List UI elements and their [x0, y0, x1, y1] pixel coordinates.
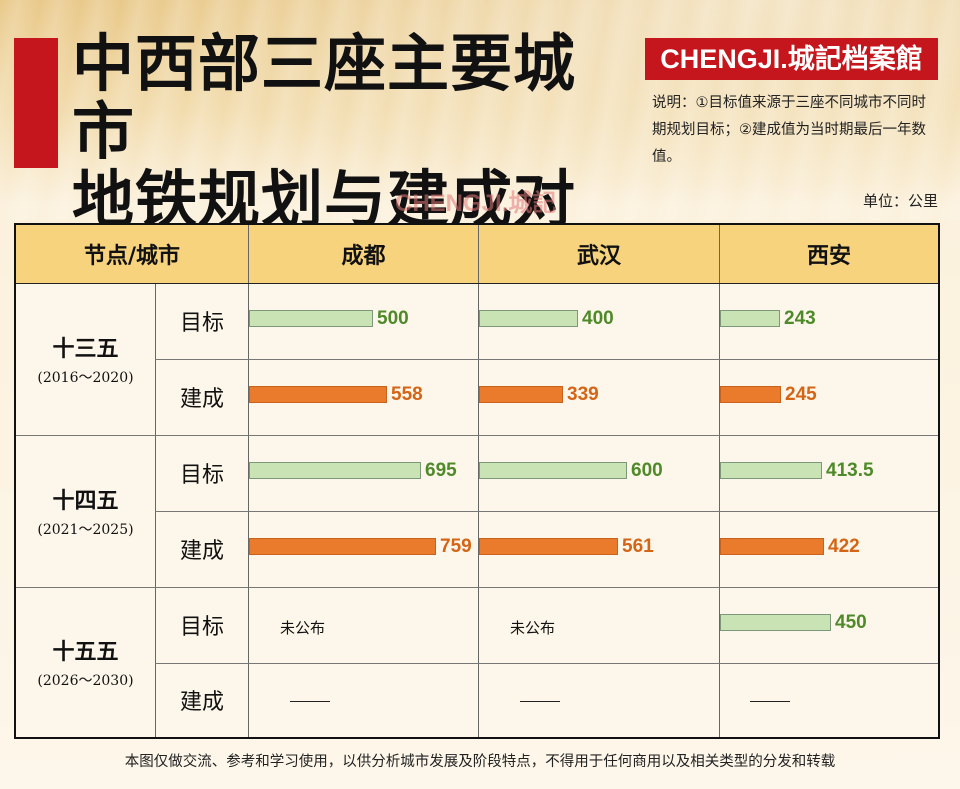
period-14th: 十四五 (2021～2025)	[16, 435, 155, 587]
built-bar	[249, 386, 387, 403]
built-value-label: 422	[828, 536, 860, 557]
built-bar	[479, 386, 563, 403]
target-bar	[720, 614, 831, 631]
title-line-1: 中西部三座主要城市	[72, 27, 577, 168]
period-name: 十四五	[52, 489, 119, 514]
period-name: 十五五	[52, 640, 119, 665]
target-value-label: 450	[835, 612, 867, 633]
target-value-label: 400	[582, 308, 614, 329]
row-label-built: 建成	[179, 690, 224, 715]
row-label-target: 目标	[179, 311, 224, 336]
grid-line	[155, 359, 938, 360]
row-label-built: 建成	[179, 387, 224, 412]
not-published-chengdu: 未公布	[280, 619, 326, 637]
built-bar	[720, 386, 781, 403]
target-bar	[720, 310, 780, 327]
period-13th: 十三五 (2016～2020)	[16, 283, 155, 435]
target-bar	[720, 462, 822, 479]
period-name: 十三五	[52, 337, 119, 362]
built-value-label: 759	[440, 536, 472, 557]
target-value-label: 500	[377, 308, 409, 329]
background-streaks	[0, 0, 960, 220]
comparison-table: 节点/城市 成都 武汉 西安 十三五 (2016～2020) 十四五 (2021…	[14, 223, 940, 739]
built-value-label: 339	[567, 384, 599, 405]
footer-disclaimer: 本图仅做交流、参考和学习使用，以供分析城市发展及阶段特点，不得用于任何商用以及相…	[124, 754, 836, 770]
target-bar	[249, 310, 373, 327]
grid-line	[16, 587, 938, 588]
dash-chengdu	[290, 701, 330, 702]
period-years: (2016～2020)	[37, 370, 134, 386]
city-header-chengdu: 成都	[249, 225, 478, 283]
period-15th: 十五五 (2026～2030)	[16, 587, 155, 737]
target-value-label: 413.5	[826, 460, 874, 481]
built-bar	[720, 538, 824, 555]
city-header-xian: 西安	[720, 225, 938, 283]
brand-logo: CHENGJI.城記档案館	[645, 38, 938, 80]
grid-line	[16, 283, 938, 284]
grid-line	[155, 283, 156, 737]
grid-line	[16, 435, 938, 436]
built-bar	[479, 538, 618, 555]
city-header-wuhan: 武汉	[479, 225, 719, 283]
unit-label: 单位：公里	[862, 192, 938, 210]
grid-line	[478, 225, 479, 737]
row-label-built: 建成	[179, 539, 224, 564]
row-label-target: 目标	[179, 615, 224, 640]
watermark: CHENGJI.城記	[395, 190, 557, 217]
target-value-label: 600	[631, 460, 663, 481]
target-bar	[479, 462, 627, 479]
target-value-label: 695	[425, 460, 457, 481]
title-accent-bar	[14, 38, 58, 168]
row-label-target: 目标	[179, 463, 224, 488]
period-years: (2026～2030)	[37, 673, 134, 689]
grid-line	[155, 511, 938, 512]
target-value-label: 243	[784, 308, 816, 329]
target-bar	[249, 462, 421, 479]
not-published-wuhan: 未公布	[510, 619, 556, 637]
built-value-label: 245	[785, 384, 817, 405]
dash-wuhan	[520, 701, 560, 702]
grid-line	[248, 225, 249, 737]
built-bar	[249, 538, 436, 555]
grid-line	[155, 663, 938, 664]
period-years: (2021～2025)	[37, 522, 134, 538]
target-bar	[479, 310, 578, 327]
chart-note: 说明：①目标值来源于三座不同城市不同时期规划目标；②建成值为当时期最后一年数值。	[652, 95, 926, 165]
built-value-label: 558	[391, 384, 423, 405]
dash-xian	[750, 701, 790, 702]
built-value-label: 561	[622, 536, 654, 557]
grid-line	[719, 225, 720, 737]
corner-header: 节点/城市	[16, 225, 248, 283]
